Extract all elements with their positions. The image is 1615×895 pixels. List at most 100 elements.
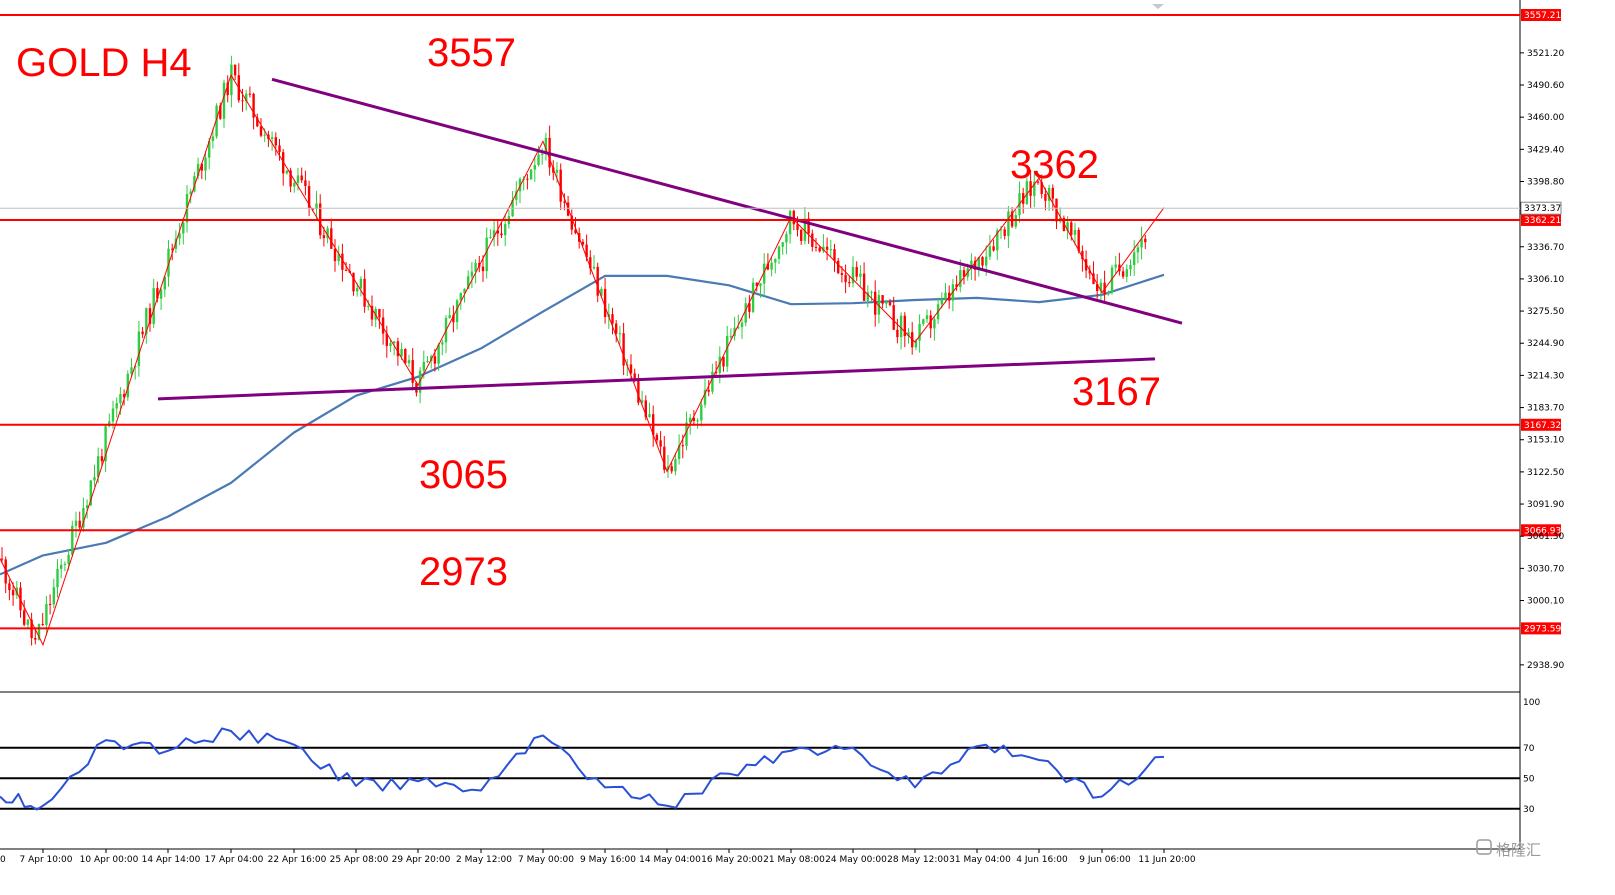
candle-body <box>400 349 403 357</box>
candle-body <box>452 315 455 323</box>
candle-body <box>152 288 155 324</box>
candle-body <box>944 292 947 300</box>
watermark: 格隆汇 <box>1476 839 1541 859</box>
candle-body <box>304 180 307 187</box>
candle-body <box>104 426 107 462</box>
candle-body <box>855 267 858 277</box>
candle-body <box>222 82 226 119</box>
candle-body <box>1033 181 1036 196</box>
zigzag-line <box>0 73 1165 647</box>
candle-body <box>463 288 466 294</box>
candle-body <box>1114 264 1117 268</box>
candle-body <box>700 404 703 421</box>
candle-body <box>171 248 174 250</box>
candle-body <box>870 291 873 293</box>
candle-body <box>992 246 995 251</box>
rsi-line <box>0 727 1165 811</box>
candle-body <box>696 420 699 422</box>
candle-body <box>685 422 688 446</box>
candle-body <box>263 134 266 136</box>
candle-body <box>122 394 126 398</box>
candle-body <box>385 333 388 346</box>
candle-body <box>744 303 747 323</box>
candle-body <box>34 638 37 640</box>
candle-body <box>1144 238 1147 243</box>
candle-body <box>455 300 459 323</box>
candle-body <box>1088 270 1091 274</box>
candle-body <box>740 322 744 328</box>
candle-body <box>71 525 74 555</box>
current-price-tag <box>1520 201 1562 215</box>
candle-body <box>389 343 392 346</box>
candle-body <box>307 186 311 209</box>
candle-body <box>903 315 906 337</box>
candle-body <box>537 154 540 166</box>
candle-body <box>333 248 337 262</box>
candle-body <box>1136 247 1140 253</box>
rsi-panel: 100 70 50 30 <box>0 698 1540 815</box>
candle-body <box>803 218 807 241</box>
candle-body <box>193 176 196 192</box>
candle-body <box>289 170 292 187</box>
candle-body <box>581 241 585 245</box>
zigzag-path <box>0 73 1165 647</box>
rsi-axis-label: 30 <box>1523 805 1535 815</box>
candle-body <box>278 145 281 153</box>
candle-body <box>78 520 81 528</box>
candle-body <box>970 260 973 269</box>
candle-body <box>1140 238 1143 248</box>
price-annotations: 3557 3362 3167 3065 2973 <box>419 31 1161 594</box>
time-axis-label-fragment: 0 <box>0 855 6 865</box>
candle-body <box>851 267 855 284</box>
candle-body <box>381 317 385 334</box>
candle-body <box>426 360 429 363</box>
candle-body <box>196 163 200 177</box>
candle-body <box>215 105 218 137</box>
candle-body <box>245 93 248 102</box>
price-axis-label: 3244.90 <box>1527 339 1564 349</box>
candle-body <box>1129 264 1132 270</box>
candle-body <box>611 314 614 324</box>
candle-body <box>1107 291 1110 295</box>
candle-body <box>241 100 244 102</box>
candle-body <box>137 331 141 367</box>
candle-body <box>629 364 633 374</box>
current-price-label: 3373.37 <box>1524 204 1561 214</box>
candle-body <box>337 253 340 262</box>
candle-body <box>115 403 118 409</box>
candle-body <box>962 270 966 277</box>
candle-body <box>896 329 899 338</box>
candle-body <box>600 288 603 296</box>
candle-body <box>111 408 115 422</box>
candle-body <box>259 126 263 136</box>
candle-body <box>1044 194 1047 201</box>
candle-body <box>1096 284 1099 291</box>
candle-body <box>1070 222 1073 235</box>
price-axis-label: 2938.90 <box>1527 661 1564 671</box>
candle-body <box>940 299 943 305</box>
candle-body <box>825 246 829 250</box>
candle-body <box>485 237 488 272</box>
level-tag <box>1521 213 1561 226</box>
candle-body <box>526 178 529 180</box>
chart-shift-marker-icon[interactable] <box>1152 4 1164 9</box>
candle-body <box>659 440 662 447</box>
candle-body <box>481 266 485 272</box>
candle-body <box>518 178 522 192</box>
time-axis-label: 14 Apr 14:00 <box>142 855 201 865</box>
price-axis-label: 3091.90 <box>1527 500 1564 510</box>
price-annotation: 2973 <box>419 550 508 594</box>
candle-body <box>881 295 884 304</box>
candle-body <box>130 367 133 374</box>
candle-body <box>515 191 518 200</box>
candle-body <box>933 319 936 329</box>
candle-body <box>433 356 437 364</box>
candle-body <box>655 434 659 441</box>
candle-body <box>925 315 929 320</box>
price-annotation: 3065 <box>419 453 508 497</box>
candle-body <box>603 288 607 318</box>
price-axis-label: 3183.70 <box>1527 404 1564 414</box>
candle-body <box>89 480 92 506</box>
candle-body <box>792 210 795 225</box>
